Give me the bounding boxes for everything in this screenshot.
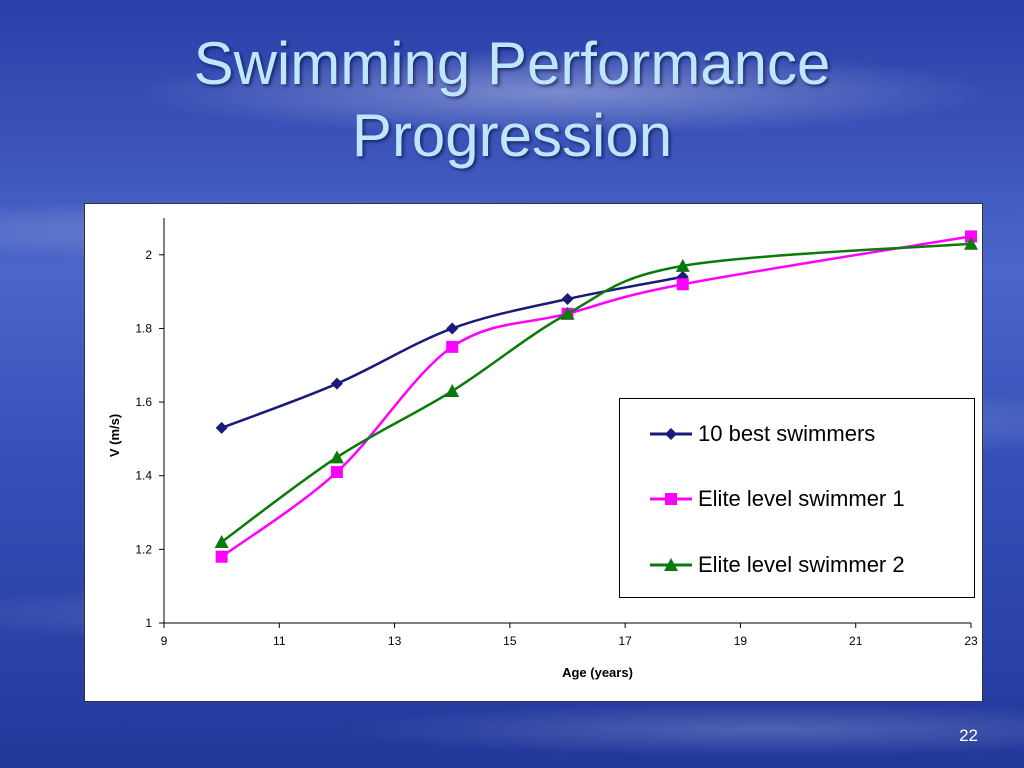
legend-label-0: 10 best swimmers <box>698 421 876 446</box>
series-1-point-0 <box>215 550 228 563</box>
series-1-point-4 <box>676 278 689 291</box>
x-tick-label-4: 17 <box>618 634 632 648</box>
legend-label-1: Elite level swimmer 1 <box>698 486 905 511</box>
title-line-1: Swimming Performance <box>193 30 831 97</box>
page-number: 22 <box>959 726 978 745</box>
series-1-point-2 <box>446 340 459 353</box>
y-tick-label-5: 2 <box>145 248 152 262</box>
legend-item-2: Elite level swimmer 2 <box>650 550 905 580</box>
chart-area: 1 1.2 1.4 1.6 1.8 2 9 11 13 15 17 19 21 23 Age (years)… <box>84 203 983 702</box>
y-tick-label-2: 1.4 <box>135 469 152 483</box>
series-2-point-2 <box>445 384 460 398</box>
legend-item-0: 10 best swimmers <box>650 419 875 449</box>
legend-marker-1 <box>650 493 692 505</box>
legend-marker-2 <box>650 558 692 571</box>
series-0-point-2 <box>446 322 459 335</box>
series-0-point-0 <box>215 421 228 434</box>
series-2-point-3 <box>560 306 575 320</box>
y-axis-label: V (m/s) <box>107 414 122 457</box>
line-chart: 1 1.2 1.4 1.6 1.8 2 9 11 13 15 17 19 21 23 Age (years)… <box>107 218 978 680</box>
slide-title: Swimming Performance Progression <box>0 28 1024 172</box>
series-1-point-5 <box>965 230 977 243</box>
x-tick-label-7: 23 <box>964 634 978 648</box>
legend-label-2: Elite level swimmer 2 <box>698 552 905 577</box>
legend-marker-0 <box>650 428 692 440</box>
series-0-point-3 <box>561 293 574 305</box>
series-2-point-5 <box>964 236 978 250</box>
x-tick-label-1: 11 <box>273 634 286 648</box>
series-2-point-0 <box>214 535 229 548</box>
y-tick-label-1: 1.2 <box>135 542 152 556</box>
x-tick-label-0: 9 <box>161 634 168 648</box>
chart-legend: 10 best swimmers Elite level swimmer 1 E… <box>619 398 975 598</box>
x-tick-label-6: 21 <box>849 634 863 648</box>
y-tick-label-0: 1 <box>145 616 152 630</box>
x-axis-label: Age (years) <box>562 665 633 680</box>
legend-item-1: Elite level swimmer 1 <box>650 484 905 514</box>
x-tick-label-5: 19 <box>734 634 748 648</box>
y-tick-label-4: 1.8 <box>135 321 152 335</box>
series-2-point-1 <box>329 450 344 464</box>
y-tick-label-3: 1.6 <box>135 395 152 409</box>
x-tick-label-2: 13 <box>388 634 402 648</box>
series-1-point-1 <box>330 466 343 479</box>
x-tick-label-3: 15 <box>503 634 517 648</box>
series-0-point-1 <box>330 377 343 390</box>
title-line-2: Progression <box>351 102 673 169</box>
series-2-point-4 <box>675 258 690 272</box>
